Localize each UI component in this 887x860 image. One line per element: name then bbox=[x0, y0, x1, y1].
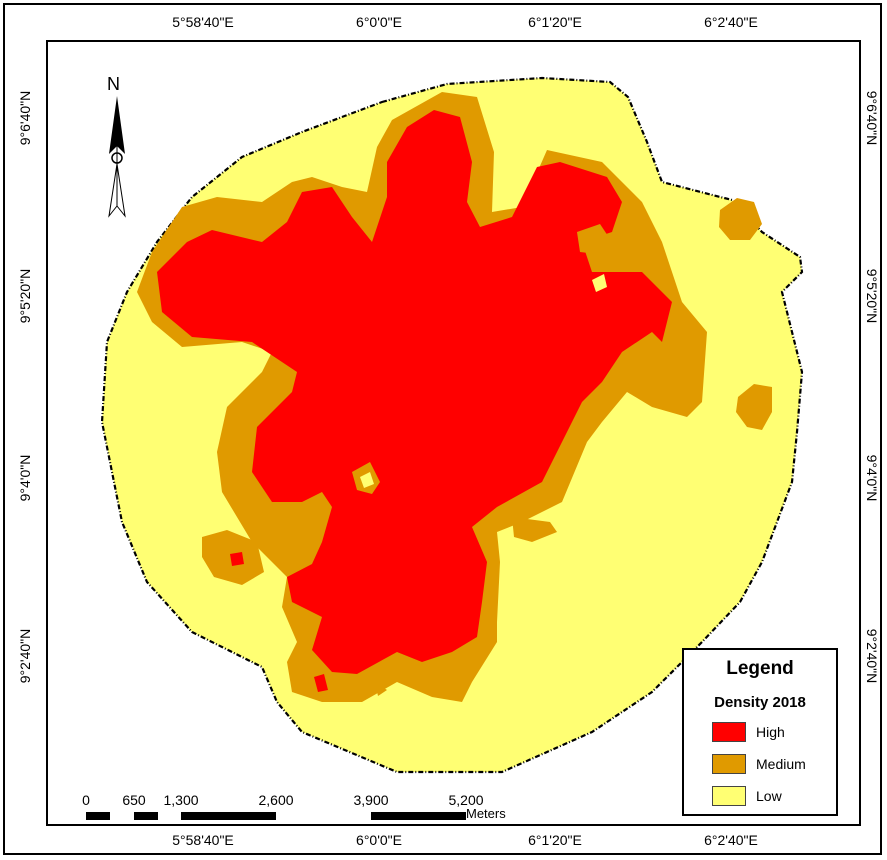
scale-label: 2,600 bbox=[258, 792, 294, 808]
density-map bbox=[100, 76, 804, 774]
graticule-right-label: 9°4'0"N bbox=[864, 454, 880, 502]
legend-swatch bbox=[712, 722, 746, 742]
scale-label: 0 bbox=[82, 792, 90, 808]
graticule-left-label: 9°2'40"N bbox=[17, 628, 33, 684]
legend-swatch bbox=[712, 786, 746, 806]
legend-swatch bbox=[712, 754, 746, 774]
graticule-bottom-label: 6°2'40"E bbox=[704, 832, 758, 848]
legend: Legend Density 2018 High Medium Low bbox=[682, 648, 838, 816]
scale-label: 5,200 bbox=[448, 792, 484, 808]
graticule-right-label: 9°5'20"N bbox=[864, 268, 880, 324]
graticule-left-label: 9°4'0"N bbox=[17, 454, 33, 502]
graticule-bottom-label: 6°1'20"E bbox=[528, 832, 582, 848]
graticule-right-label: 9°2'40"N bbox=[864, 628, 880, 684]
north-arrow-icon bbox=[108, 96, 126, 218]
graticule-right-label: 9°6'40"N bbox=[864, 90, 880, 146]
scale-label: 3,900 bbox=[353, 792, 389, 808]
graticule-left-label: 9°5'20"N bbox=[17, 268, 33, 324]
legend-label: High bbox=[756, 724, 785, 740]
graticule-top-label: 5°58'40"E bbox=[172, 14, 234, 30]
graticule-bottom-label: 6°0'0"E bbox=[356, 832, 402, 848]
legend-title: Legend bbox=[726, 658, 794, 679]
scale-label: 1,300 bbox=[163, 792, 199, 808]
north-arrow-label: N bbox=[107, 74, 120, 94]
graticule-bottom-label: 5°58'40"E bbox=[172, 832, 234, 848]
legend-subtitle: Density 2018 bbox=[714, 694, 806, 711]
graticule-top-label: 6°0'0"E bbox=[356, 14, 402, 30]
scale-bar bbox=[86, 812, 466, 820]
map-frame bbox=[3, 3, 882, 855]
high-density-zone bbox=[157, 110, 672, 692]
scale-label: 650 bbox=[122, 792, 146, 808]
scale-unit: Meters bbox=[466, 806, 506, 821]
inner-specks bbox=[352, 224, 612, 696]
graticule-top-label: 6°1'20"E bbox=[528, 14, 582, 30]
legend-label: Medium bbox=[756, 756, 806, 772]
north-arrow: N bbox=[104, 74, 130, 220]
graticule-top-label: 6°2'40"E bbox=[704, 14, 758, 30]
legend-label: Low bbox=[756, 788, 782, 804]
graticule-left-label: 9°6'40"N bbox=[17, 90, 33, 146]
